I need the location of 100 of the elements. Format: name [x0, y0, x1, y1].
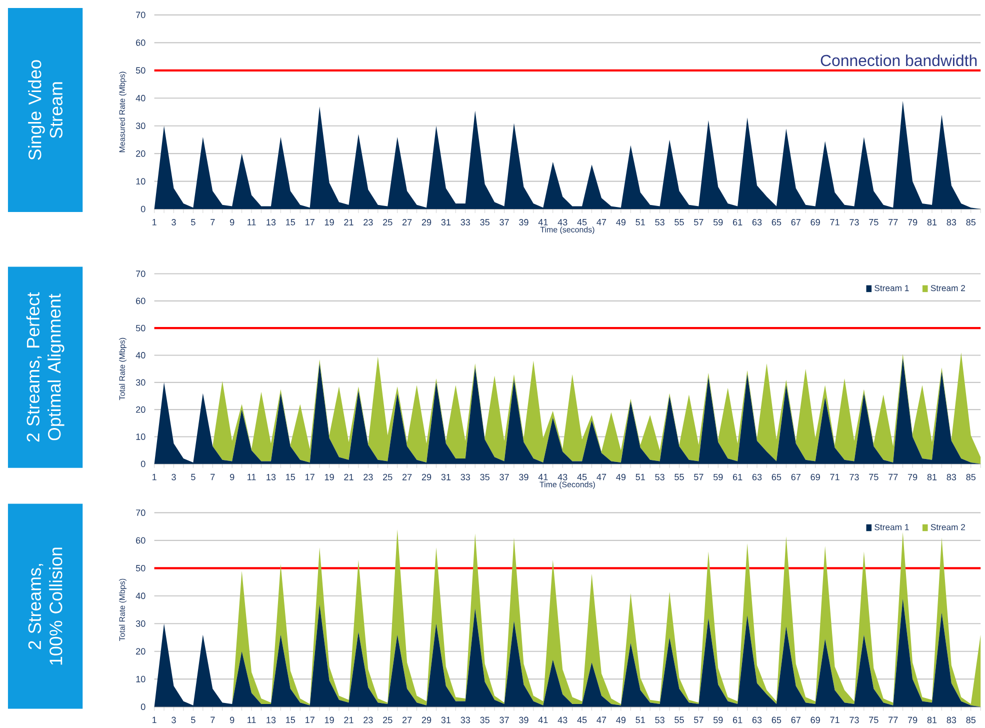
text: 2 Streams, Perfect Optimal Alignment: [26, 292, 64, 442]
x-tick-label: 3: [172, 474, 176, 480]
x-tick-label: 27: [402, 474, 412, 480]
y-tick-label: 50: [136, 325, 146, 332]
x-tick-label: 5: [191, 474, 196, 480]
y-tick-label: 30: [136, 122, 146, 130]
x-tick-label: 63: [752, 716, 762, 724]
x-tick-label: 67: [791, 474, 800, 480]
x-tick-label: 17: [306, 716, 314, 724]
x-tick-label: 9: [230, 219, 234, 226]
x-tick-label: 43: [558, 474, 568, 480]
x-tick-label: 83: [946, 716, 956, 724]
x-tick-label: 73: [850, 219, 859, 226]
x-tick-label: 27: [402, 716, 412, 724]
y-tick-label: 0: [140, 704, 146, 710]
x-tick-label: 85: [966, 474, 976, 480]
x-tick-label: 69: [810, 474, 820, 480]
x-tick-label: 75: [869, 474, 878, 480]
x-tick-label: 71: [830, 474, 840, 480]
x-tick-label: 65: [772, 474, 782, 480]
x-tick-label: 63: [752, 474, 762, 480]
x-tick-label: 49: [616, 474, 626, 480]
y-tick-label: 70: [136, 12, 146, 18]
x-tick-label: 55: [674, 219, 684, 226]
y-tick-label: 20: [136, 648, 146, 655]
x-tick-label: 33: [460, 474, 470, 480]
x-tick-label: 77: [888, 219, 898, 226]
x-tick-label: 31: [441, 219, 451, 226]
x-tick-label: 35: [480, 716, 490, 724]
x-tick-label: 29: [422, 474, 432, 480]
x-tick-label: 55: [674, 474, 684, 480]
y-tick-label: 40: [136, 592, 146, 600]
y-tick-label: 50: [136, 67, 146, 74]
x-tick-label: 53: [655, 474, 664, 480]
x-tick-label: 41: [538, 716, 548, 724]
x-tick-label: 23: [364, 474, 373, 480]
x-tick-label: 35: [480, 219, 490, 226]
text: 2 Streams, 100% Collision: [28, 548, 62, 665]
y-tick-label: 10: [136, 434, 146, 440]
y-tick-label: 10: [136, 178, 146, 185]
x-tick-label: 67: [791, 219, 800, 226]
x-tick-label: 63: [752, 219, 762, 226]
y-tick-label: 0: [140, 460, 146, 468]
x-tick-label: 11: [248, 716, 256, 724]
x-tick-label: 69: [810, 716, 820, 724]
x-tick-label: 25: [383, 716, 392, 724]
x-tick-label: 71: [830, 716, 840, 724]
x-tick-label: 3: [172, 219, 176, 226]
x-tick-label: 21: [344, 716, 354, 724]
x-tick-label: 75: [869, 219, 878, 226]
y-tick-label: 20: [136, 150, 146, 157]
x-tick-label: 43: [558, 716, 568, 724]
x-tick-label: 59: [713, 474, 723, 480]
x-tick-label: 61: [733, 716, 742, 724]
x-tick-label: 81: [927, 716, 937, 724]
x-tick-label: 67: [791, 716, 800, 724]
x-tick-label: 9: [230, 716, 234, 724]
x-tick-label: 81: [927, 474, 937, 480]
x-tick-label: 15: [286, 219, 296, 226]
x-tick-label: 23: [364, 716, 373, 724]
x-tick-label: 69: [810, 219, 820, 226]
x-tick-label: 17: [306, 219, 314, 226]
y-tick-label: 20: [136, 406, 146, 413]
x-tick-label: 51: [636, 474, 645, 480]
x-tick-label: 25: [383, 219, 392, 226]
x-tick-label: 83: [946, 474, 956, 480]
x-tick-label: 31: [441, 474, 451, 480]
x-tick-label: 29: [422, 716, 432, 724]
x-tick-label: 15: [286, 716, 296, 724]
x-tick-label: 83: [946, 219, 956, 226]
x-tick-label: 31: [441, 716, 451, 724]
text: Single Video Stream: [28, 60, 62, 160]
y-tick-label: 60: [136, 40, 146, 46]
x-tick-label: 39: [519, 219, 528, 226]
x-tick-label: 37: [500, 716, 509, 724]
x-tick-label: 79: [908, 716, 918, 724]
x-tick-label: 45: [577, 219, 587, 226]
x-tick-label: 23: [364, 219, 373, 226]
y-tick-label: 50: [136, 565, 146, 572]
legend-label: Stream 1: [874, 524, 909, 530]
x-tick-label: 33: [460, 716, 470, 724]
x-tick-label: 49: [616, 716, 626, 724]
x-tick-label: 43: [558, 219, 568, 226]
x-tick-label: 59: [713, 219, 723, 226]
x-tick-label: 7: [210, 474, 215, 480]
x-tick-label: 85: [966, 716, 976, 724]
x-tick-label: 35: [480, 474, 490, 480]
y-tick-label: 60: [136, 298, 146, 304]
x-tick-label: 41: [538, 219, 548, 226]
y-tick-label: 40: [136, 95, 146, 102]
x-tick-label: 73: [850, 474, 859, 480]
x-tick-label: 21: [344, 474, 354, 480]
x-tick-label: 57: [694, 219, 704, 226]
x-tick-label: 77: [888, 474, 898, 480]
x-tick-label: 65: [772, 219, 782, 226]
x-tick-label: 57: [694, 716, 704, 724]
x-tick-label: 3: [172, 716, 176, 724]
x-tick-label: 73: [850, 716, 859, 724]
x-tick-label: 47: [596, 474, 606, 480]
x-tick-label: 59: [713, 716, 723, 724]
